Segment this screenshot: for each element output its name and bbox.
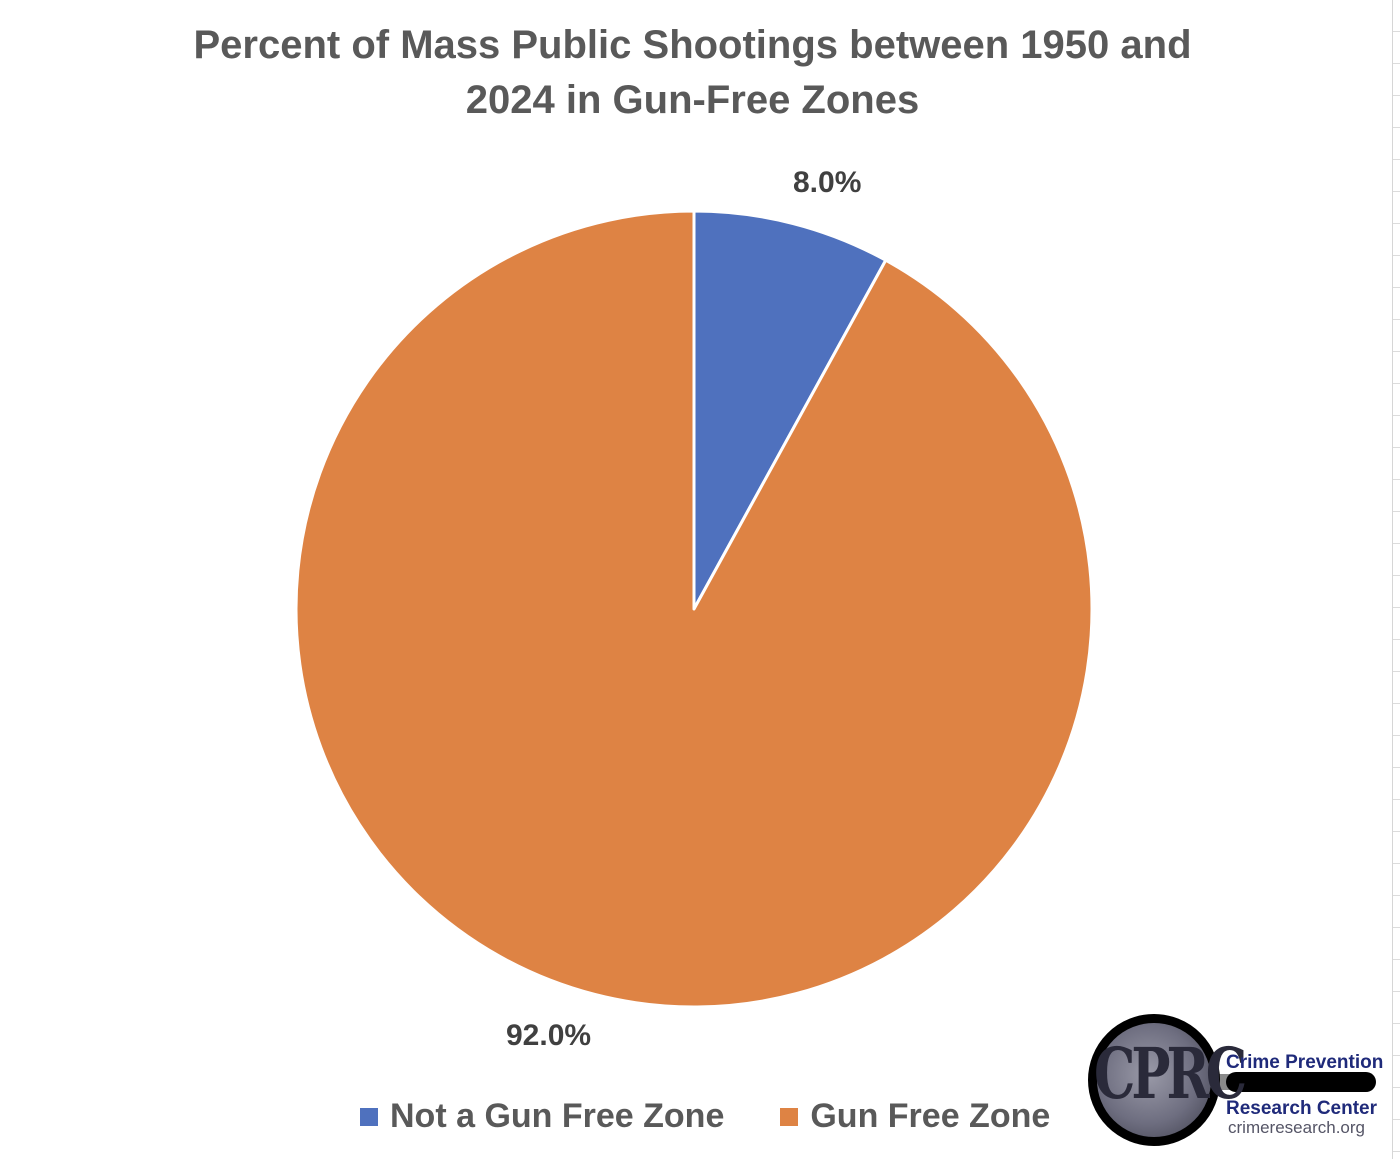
pie-slice-gun-free-zone	[294, 209, 1094, 1009]
spreadsheet-grid-edge	[1392, 0, 1400, 1159]
legend-swatch-blue	[360, 1107, 378, 1126]
legend-item-not-gun-free-zone: Not a Gun Free Zone	[360, 1097, 724, 1136]
logo-name-line1: Crime Prevention	[1226, 1052, 1384, 1073]
legend-item-gun-free-zone: Gun Free Zone	[780, 1097, 1050, 1136]
data-label-gun-free-zone: 92.0%	[506, 1019, 592, 1052]
logo-name-line2: Research Center	[1226, 1098, 1378, 1119]
pie-slice-not-a-gun-free-zone	[692, 209, 888, 611]
legend-swatch-orange	[780, 1107, 799, 1126]
legend-label: Not a Gun Free Zone	[390, 1097, 725, 1135]
legend-label: Gun Free Zone	[810, 1097, 1051, 1135]
data-label-not-gun-free-zone: 8.0%	[793, 166, 862, 199]
logo-url: crimeresearch.org	[1228, 1118, 1365, 1137]
pie-slices	[294, 209, 1094, 1009]
chart-legend: Not a Gun Free Zone Gun Free Zone	[360, 1097, 1050, 1136]
magnifier-handle	[1226, 1072, 1376, 1092]
logo-letters: CPRC	[1094, 1033, 1247, 1116]
cprc-logo: CPRC Crime Prevention Research Center cr…	[1086, 1012, 1386, 1154]
chart-title: Percent of Mass Public Shootings between…	[193, 23, 1192, 122]
magnifier-lens-icon	[1088, 1014, 1220, 1146]
